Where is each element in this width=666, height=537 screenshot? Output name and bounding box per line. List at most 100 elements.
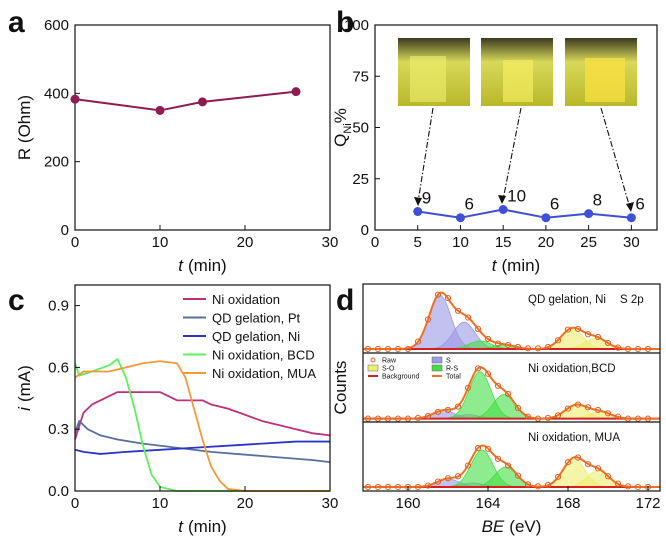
raw-point	[454, 307, 462, 314]
x-tick-label: 20	[237, 234, 254, 251]
y-tick-label: 25	[352, 171, 369, 188]
x-tick-label: 5	[414, 234, 422, 251]
raw-point	[454, 473, 462, 480]
legend-label: S-O	[382, 366, 395, 373]
y-tick-label: 400	[44, 85, 69, 102]
raw-point	[604, 339, 612, 347]
panel-letter: c	[8, 284, 25, 317]
axis-suffix: %	[331, 108, 350, 123]
raw-point	[634, 415, 642, 422]
raw-point	[564, 405, 572, 412]
y-tick-label: 0	[361, 222, 369, 239]
data-point	[291, 87, 301, 97]
axis-variable: t	[492, 256, 498, 275]
x-axis-label: t (min)	[178, 517, 226, 536]
raw-point	[434, 478, 442, 485]
data-label: 6	[635, 195, 644, 214]
raw-point	[414, 338, 422, 345]
raw-point	[404, 345, 412, 353]
raw-point	[474, 325, 482, 332]
x-tick-label: 10	[452, 234, 469, 251]
axis-main: Q	[331, 134, 350, 147]
raw-point	[624, 483, 632, 490]
x-tick-label: 0	[371, 234, 379, 251]
raw-point	[464, 462, 472, 469]
x-tick-label: 10	[152, 495, 169, 512]
axis-unit: (min)	[188, 517, 227, 536]
axis-variable: BE	[482, 517, 505, 536]
plot-frame	[74, 284, 331, 492]
total-fit	[363, 291, 660, 350]
raw-point	[424, 316, 432, 323]
x-tick-label: 172	[635, 495, 660, 512]
raw-point	[584, 461, 592, 468]
x-tick-label: 168	[555, 495, 580, 512]
raw-point	[624, 415, 632, 422]
data-line	[417, 208, 632, 219]
raw-point	[544, 481, 552, 489]
x-tick-label: 160	[395, 495, 420, 512]
x-tick-label: 0	[71, 234, 79, 251]
raw-point	[474, 365, 482, 372]
legend-label: Ni oxidation, BCD	[212, 348, 315, 363]
legend-label: QD gelation, Ni	[212, 329, 300, 344]
raw-point	[414, 483, 422, 491]
y-tick-label: 0	[61, 222, 69, 239]
raw-point	[374, 345, 382, 353]
y-tick-label: 75	[352, 68, 369, 85]
raw-point	[514, 472, 522, 479]
legend-symbol	[431, 364, 443, 372]
raw-point	[504, 390, 512, 397]
y-axis-label: i (mA)	[15, 365, 34, 411]
legend-symbol	[370, 357, 376, 363]
raw-point	[564, 459, 572, 466]
x-tick-label: 20	[237, 495, 254, 512]
raw-point	[374, 483, 382, 491]
raw-point	[614, 480, 622, 487]
data-point	[155, 105, 165, 115]
x-tick-label: 30	[322, 495, 339, 512]
raw-point	[524, 345, 532, 352]
raw-point	[494, 382, 502, 389]
legend-label: S	[446, 358, 451, 365]
raw-point	[514, 404, 522, 412]
data-point	[70, 94, 80, 104]
raw-point	[394, 345, 402, 353]
raw-point	[464, 384, 472, 391]
raw-point	[554, 473, 562, 481]
y-tick-label: 100	[344, 17, 369, 34]
legend-symbol	[367, 364, 379, 372]
y-tick-label: 0.3	[48, 421, 69, 438]
data-label: 9	[422, 189, 431, 208]
y-axis-label: Counts	[331, 361, 350, 415]
raw-point	[514, 343, 522, 351]
data-label: 6	[464, 195, 473, 214]
arrow	[502, 107, 522, 201]
plot-frame	[362, 283, 661, 492]
legend-label: Ni oxidation, MUA	[212, 366, 316, 381]
axis-variable: t	[178, 256, 184, 275]
legend-label: Raw	[382, 358, 397, 365]
y-tick-label: 0.6	[48, 359, 69, 376]
arrow	[417, 107, 434, 203]
raw-point	[504, 341, 512, 349]
y-tick-label: 0.0	[48, 483, 69, 500]
legend-label: R-S	[446, 366, 458, 373]
x-tick-label: 0	[71, 495, 79, 512]
raw-point	[634, 483, 642, 491]
data-point	[626, 213, 636, 223]
x-tick-label: 20	[538, 234, 555, 251]
photo-detail	[585, 58, 625, 102]
legend-symbol	[431, 356, 443, 364]
x-axis-label: t (min)	[492, 256, 540, 275]
raw-point	[504, 462, 512, 469]
raw-point	[464, 314, 472, 321]
raw-point	[484, 445, 492, 452]
raw-point	[364, 415, 372, 422]
raw-point	[644, 345, 652, 353]
raw-point	[494, 455, 502, 462]
series-line	[74, 360, 330, 492]
x-tick-label: 30	[623, 234, 640, 251]
raw-point	[614, 413, 622, 420]
